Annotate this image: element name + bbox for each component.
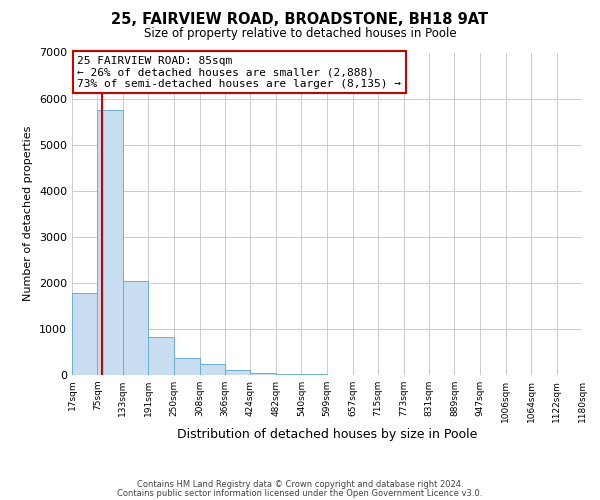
Bar (72, 293, 97, 375)
Bar (225, 370, 250, 375)
Y-axis label: Number of detached properties: Number of detached properties (23, 126, 34, 302)
X-axis label: Distribution of detached houses by size in Poole: Distribution of detached houses by size … (177, 428, 477, 440)
Text: 25 FAIRVIEW ROAD: 85sqm
← 26% of detached houses are smaller (2,888)
73% of semi: 25 FAIRVIEW ROAD: 85sqm ← 26% of detache… (77, 56, 401, 89)
Text: Contains public sector information licensed under the Open Government Licence v3: Contains public sector information licen… (118, 488, 482, 498)
Text: Size of property relative to detached houses in Poole: Size of property relative to detached ho… (143, 28, 457, 40)
Bar (174, 358, 200, 375)
Bar (301, 374, 327, 375)
Text: Contains HM Land Registry data © Crown copyright and database right 2024.: Contains HM Land Registry data © Crown c… (137, 480, 463, 489)
Bar (250, 372, 276, 375)
Bar (97, 110, 123, 375)
Bar (200, 364, 225, 375)
Text: 25, FAIRVIEW ROAD, BROADSTONE, BH18 9AT: 25, FAIRVIEW ROAD, BROADSTONE, BH18 9AT (112, 12, 488, 28)
Bar (123, 280, 148, 375)
Bar (276, 374, 301, 375)
Bar (148, 337, 174, 375)
